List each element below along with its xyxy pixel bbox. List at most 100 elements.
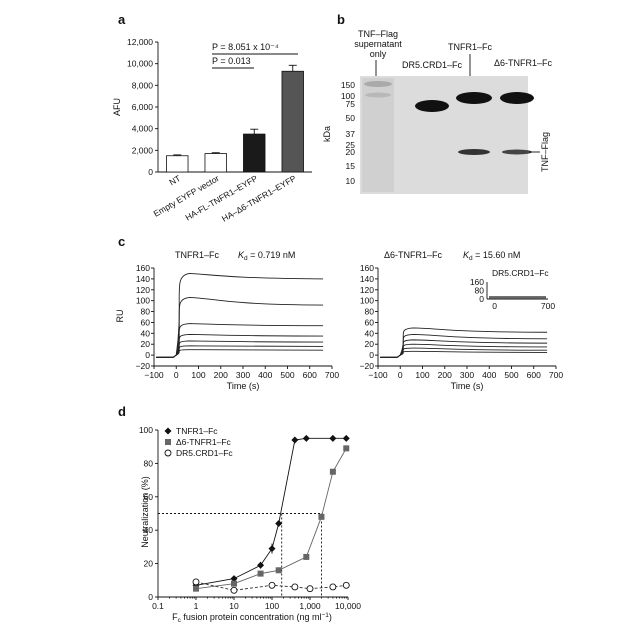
panel-c-right-xtick-label: 300: [460, 370, 474, 380]
panel-c-left-ytick-label: 160: [136, 263, 150, 273]
panel-d-ytick-label: 0: [148, 592, 153, 602]
panel-d-label: d: [118, 404, 126, 419]
panel-d-point: [343, 445, 350, 452]
panel-c-right-ytick-label: 0: [369, 350, 374, 360]
panel-c-right-xlabel: Time (s): [451, 381, 484, 391]
panel-a-label: a: [118, 12, 126, 27]
panel-c-left-xtick-label: 600: [303, 370, 317, 380]
panel-d-point: [192, 578, 200, 586]
panel-d-xtick-label: 10: [229, 601, 239, 611]
lane-label-delta6: Δ6-TNFR1–Fc: [494, 58, 553, 68]
panel-c-left-xlabel: Time (s): [227, 381, 260, 391]
panel-c-left-curve: [156, 349, 324, 358]
panel-c-left-xtick-label: 100: [191, 370, 205, 380]
panel-d-point: [342, 581, 350, 589]
panel-c-right-ytick-label: 20: [365, 339, 375, 349]
panel-c-right-xtick-label: 700: [549, 370, 563, 380]
panel-d-series-line: [195, 437, 347, 586]
panel-d-legend-label: Δ6-TNFR1–Fc: [176, 437, 232, 447]
lane-label-tnfr1: TNFR1–Fc: [448, 42, 493, 52]
panel-d-point: [302, 434, 310, 442]
panel-c-left-curve: [156, 296, 324, 358]
panel-c-inset-xtick-label: 0: [492, 301, 497, 311]
panel-c-left-xtick-label: 700: [325, 370, 339, 380]
panel-d-plot: 0 20 40 60 80 100 0.1 1 10 100 1,000 10,000: [139, 425, 361, 611]
panel-c-left-ytick-label: 120: [136, 285, 150, 295]
panel-c-left-xtick-label: 200: [214, 370, 228, 380]
panel-c-ylabel: RU: [115, 310, 125, 323]
panel-d: d 0 20 40 60 80 100 0.1 1 10 100 1,000 10,000 TNFR1…: [118, 404, 361, 624]
panel-d-point: [275, 567, 282, 574]
gel-band-delta6: [500, 92, 534, 104]
panel-c-right-xtick-label: 0: [398, 370, 403, 380]
panel-c-left-ytick-label: 40: [141, 328, 151, 338]
panel-d-xtick-label: 10,000: [335, 601, 361, 611]
panel-d-point: [268, 545, 276, 553]
panel-c-right-kd: Kd = 15.60 nM: [463, 250, 520, 262]
panel-d-legend-label: TNFR1–Fc: [176, 426, 218, 436]
panel-a-ylabel: AFU: [112, 98, 122, 116]
kda-marker-label: 10: [346, 176, 356, 186]
panel-a-ytick-label: 12,000: [127, 37, 153, 47]
panel-d-point: [268, 581, 276, 589]
panel-d-point: [291, 436, 299, 444]
panel-d-point: [329, 434, 337, 442]
panel-c-left-ytick-label: −20: [136, 361, 151, 371]
panel-c-right-xtick-label: 600: [527, 370, 541, 380]
panel-c: c TNFR1–Fc Kd = 0.719 nM Δ6-TNFR1–Fc Kd …: [115, 234, 563, 391]
panel-d-legend-marker: [165, 439, 171, 445]
panel-c-left-curve: [156, 340, 324, 358]
kda-marker-label: 100: [341, 91, 355, 101]
panel-d-point: [257, 561, 265, 569]
panel-c-right-ytick-label: 60: [365, 317, 375, 327]
gel-lane-1-band-high: [364, 81, 392, 87]
panel-d-point: [193, 585, 199, 592]
panel-a-bar: [204, 153, 227, 173]
panel-c-right-ytick-label: 40: [365, 328, 375, 338]
panel-c-right-xtick-label: 400: [482, 370, 496, 380]
panel-a-ytick-label: 6,000: [132, 102, 154, 112]
lane-label-supernatant-line3: only: [370, 49, 387, 59]
panel-b: b TNF–Flag supernatant only DR5.CRD1–Fc …: [322, 12, 553, 194]
panel-c-right-title: Δ6-TNFR1–Fc: [384, 250, 443, 260]
panel-d-ytick-label: 80: [144, 458, 154, 468]
panel-d-point: [318, 513, 325, 520]
panel-c-inset-xtick-label: 700: [541, 301, 555, 311]
panel-c-inset-title: DR5.CRD1–Fc: [492, 268, 549, 278]
panel-d-point: [257, 570, 264, 577]
panel-c-right-curve: [380, 343, 548, 358]
panel-c-inset-ytick-label: 0: [479, 294, 484, 304]
kda-marker-label: 37: [346, 129, 356, 139]
panel-a-xtick-label: NT: [167, 173, 182, 187]
panel-d-point: [275, 520, 283, 528]
panel-d-ytick-label: 100: [139, 425, 153, 435]
panel-a-stat-1: P = 8.051 x 10⁻⁴: [212, 42, 279, 52]
panel-c-left-xtick-label: −100: [144, 370, 163, 380]
panel-a-ytick-label: 4,000: [132, 124, 154, 134]
panel-d-ylabel: Neutralization (%): [140, 476, 150, 548]
kda-marker-label: 50: [346, 113, 356, 123]
panel-c-right-xtick-label: 200: [438, 370, 452, 380]
panel-d-point: [306, 585, 314, 593]
panel-d-point: [230, 575, 238, 583]
panel-a: a 0 2,000 4,000 6,000 8,000 10,000 12,000 AFU NT…: [112, 12, 312, 224]
panel-c-right-xtick-label: 100: [415, 370, 429, 380]
panel-d-legend-marker: [164, 427, 172, 435]
panel-c-left-curve: [156, 323, 324, 358]
panel-c-right-ytick-label: −20: [360, 361, 375, 371]
panel-c-right-ytick-label: 120: [360, 285, 374, 295]
panel-c-left-kd: Kd = 0.719 nM: [238, 250, 295, 262]
panel-d-ytick-label: 60: [144, 492, 154, 502]
panel-c-right-ytick-label: 100: [360, 296, 374, 306]
panel-c-right-xtick-label: −100: [368, 370, 387, 380]
panel-d-point: [329, 583, 337, 591]
panel-b-label: b: [337, 12, 345, 27]
panel-a-bar: [281, 70, 304, 173]
panel-c-left-ytick-label: 140: [136, 274, 150, 284]
panel-d-xtick-label: 1: [194, 601, 199, 611]
panel-b-ylabel: kDa: [322, 126, 332, 142]
